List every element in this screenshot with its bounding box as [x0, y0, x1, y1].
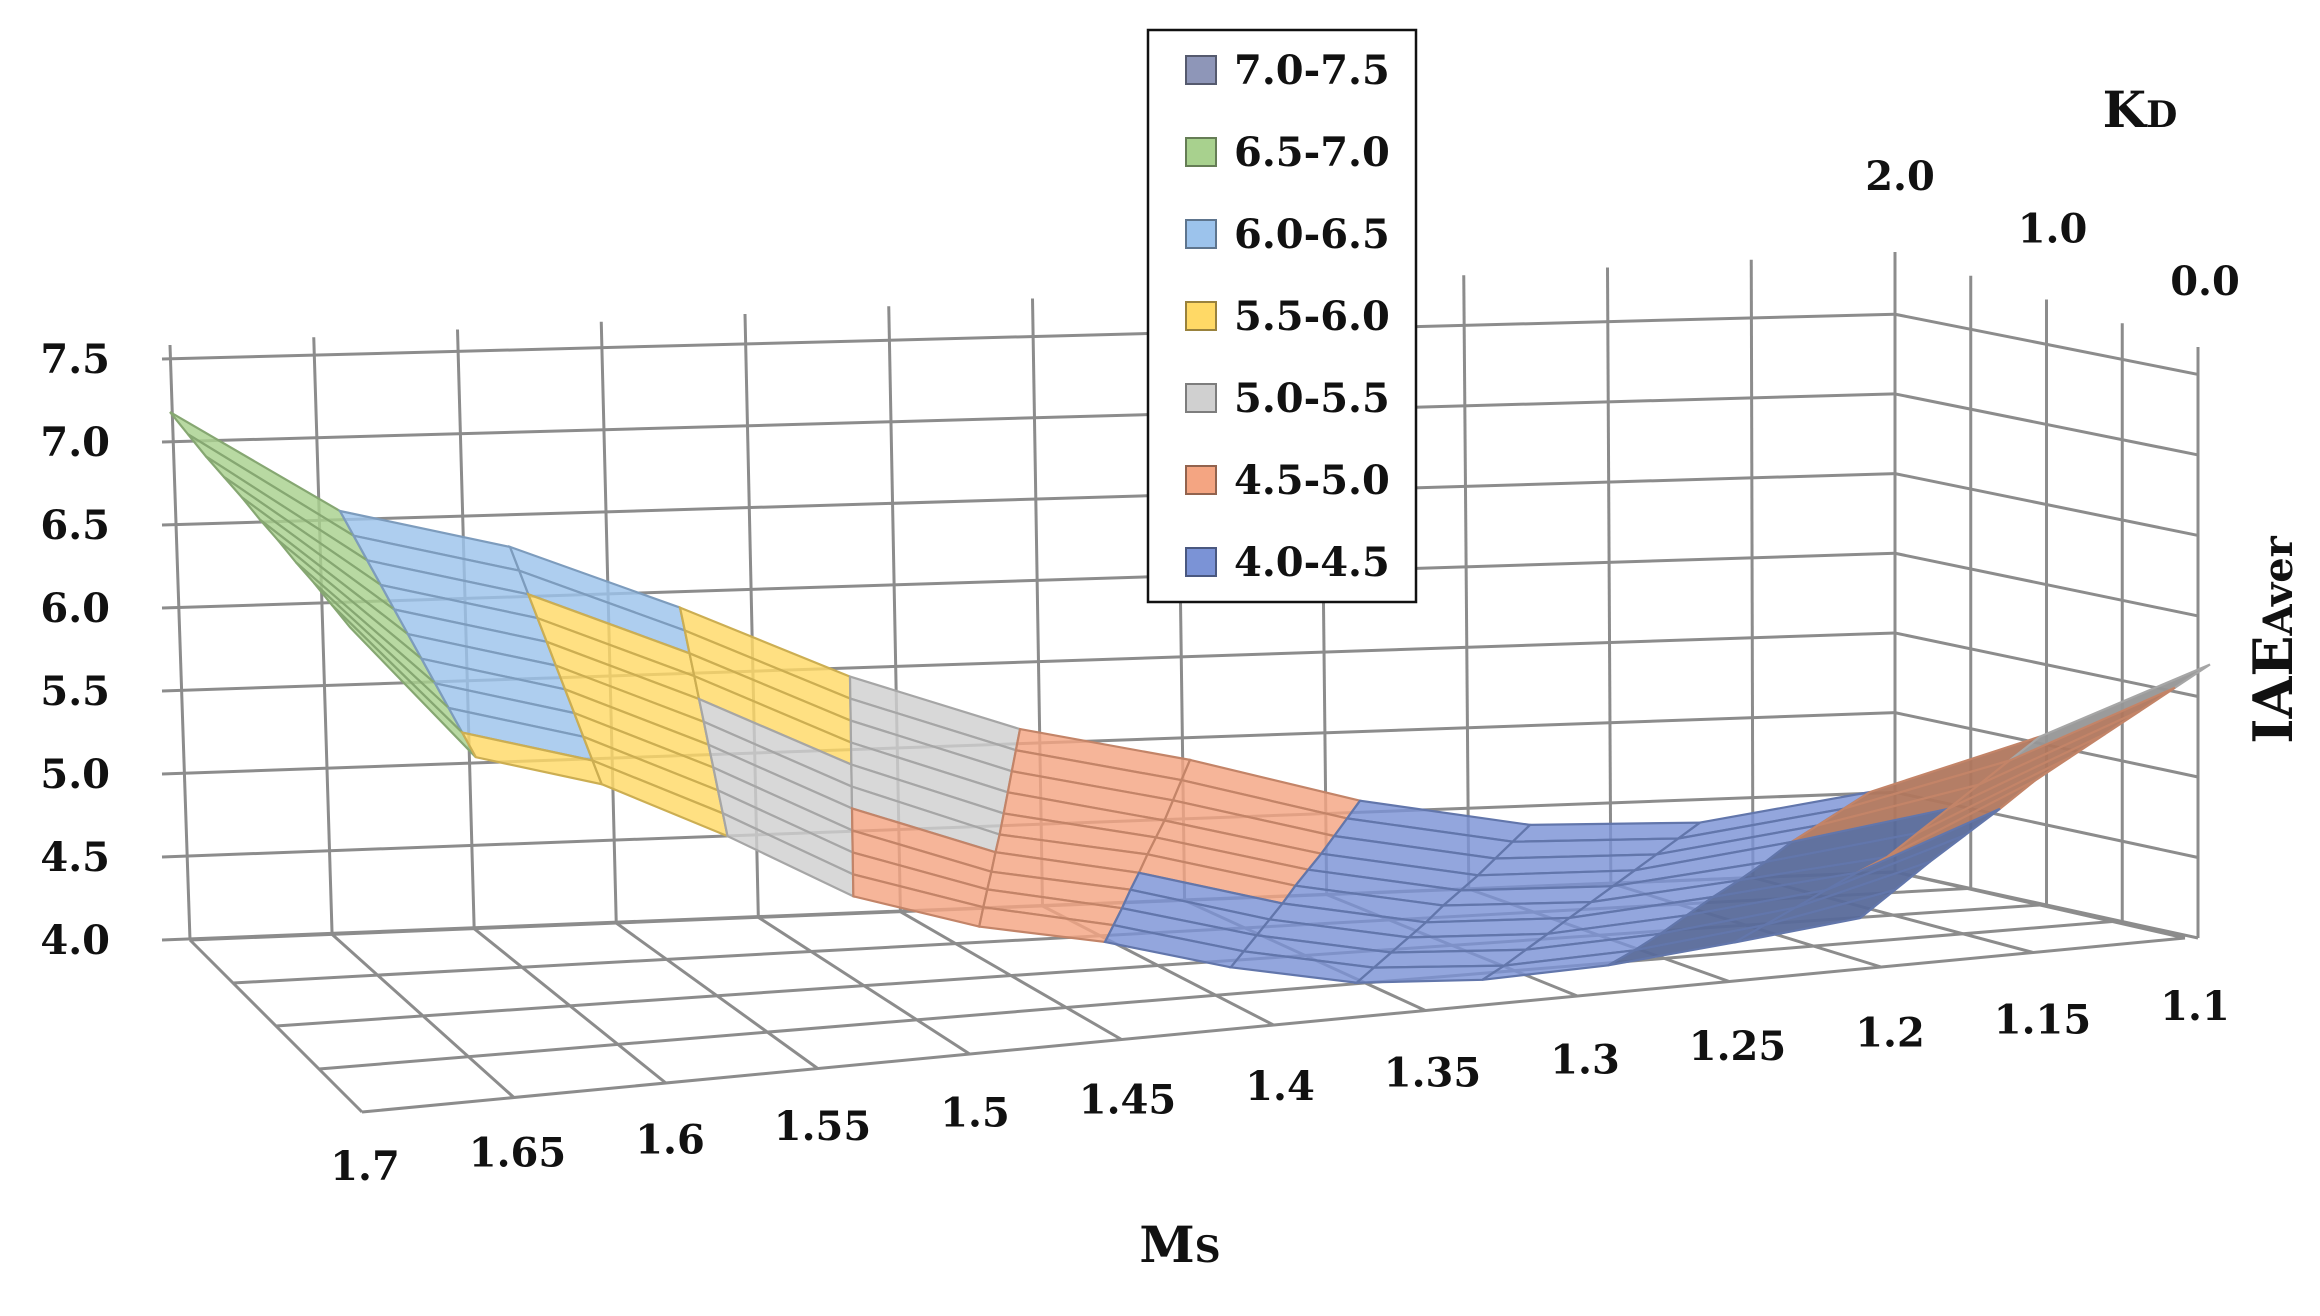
z-tick-label: 6.0	[40, 585, 110, 632]
x-tick-label: 1.45	[1079, 1076, 1176, 1123]
x-tick-label: 1.1	[2160, 983, 2230, 1030]
z-tick-label: 4.5	[40, 834, 110, 881]
legend-swatch	[1185, 301, 1217, 331]
legend-label: 5.5-6.0	[1234, 293, 1390, 340]
legend-label: 7.0-7.5	[1234, 47, 1390, 94]
x-axis-title: MS	[1139, 1215, 1220, 1274]
z-axis-title: IAEAver	[2241, 535, 2305, 743]
legend-label: 6.5-7.0	[1234, 129, 1390, 176]
z-tick-label: 4.0	[40, 917, 110, 964]
back-wall-gridline	[161, 472, 1896, 527]
x-tick-label: 1.15	[1994, 996, 2091, 1043]
surface-cell	[1733, 888, 1896, 944]
y-tick-label: 0.0	[2170, 258, 2240, 305]
back-wall-vgridline	[312, 337, 334, 935]
back-wall-gridline	[161, 312, 1896, 361]
z-tick-label: 7.5	[40, 336, 110, 383]
floor-gridline-y	[361, 936, 2186, 1114]
surface-plot	[169, 411, 2211, 984]
back-wall-vgridline	[1606, 267, 1613, 884]
x-axis-title-main: M	[1139, 1215, 1194, 1274]
x-tick-label: 1.2	[1855, 1010, 1925, 1057]
z-tick-label: 7.0	[40, 419, 110, 466]
z-axis-ticks: 4.0 4.5 5.0 5.5 6.0 6.5 7.0 7.5	[40, 336, 110, 964]
back-wall-vgridline	[1462, 275, 1471, 890]
x-tick-label: 1.7	[330, 1143, 400, 1190]
z-axis-title-sub: Aver	[2255, 535, 2302, 636]
surface-cell	[1353, 964, 1509, 984]
z-tick-label: 6.5	[40, 502, 110, 549]
z-axis-title-main: IAE	[2241, 635, 2305, 743]
x-tick-label: 1.65	[469, 1130, 566, 1177]
x-tick-label: 1.6	[635, 1116, 705, 1163]
y-axis-title: KD	[2103, 80, 2178, 139]
legend: 7.0-7.5 6.5-7.0 6.0-6.5 5.5-6.0 5.0-5.5 4.5-5…	[1146, 28, 1418, 604]
x-tick-label: 1.35	[1384, 1050, 1481, 1097]
z-tick-label: 5.0	[40, 751, 110, 798]
y-axis-title-sub: D	[2146, 94, 2177, 136]
x-tick-label: 1.5	[940, 1090, 1010, 1137]
y-axis-title-main: K	[2103, 80, 2148, 139]
legend-swatch	[1185, 137, 1217, 167]
legend-label: 6.0-6.5	[1234, 211, 1390, 258]
legend-label: 4.0-4.5	[1234, 539, 1390, 586]
x-tick-label: 1.25	[1689, 1023, 1786, 1070]
x-tick-label: 1.3	[1550, 1036, 1620, 1083]
legend-swatch	[1185, 219, 1217, 249]
x-tick-label: 1.4	[1245, 1063, 1315, 1110]
legend-swatch	[1185, 383, 1217, 413]
back-wall-vgridline	[1749, 259, 1755, 878]
y-tick-label: 1.0	[2018, 206, 2088, 253]
x-axis-title-sub: S	[1195, 1229, 1221, 1271]
legend-swatch	[1185, 465, 1217, 495]
back-wall-vgridline	[168, 344, 192, 941]
y-tick-label: 2.0	[1865, 153, 1935, 200]
floor-gridline-y	[318, 920, 2113, 1071]
x-tick-label: 1.55	[774, 1103, 871, 1150]
y-axis-ticks: 2.0 1.0 0.0	[1865, 153, 2240, 305]
back-walls	[161, 252, 2200, 942]
x-axis-ticks: 1.7 1.65 1.6 1.55 1.5 1.45 1.4 1.35 1.3 1.25 1.2 1.…	[330, 983, 2230, 1190]
legend-swatch	[1185, 547, 1217, 577]
z-tick-label: 5.5	[40, 668, 110, 715]
back-wall-gridline	[161, 392, 1896, 444]
legend-label: 4.5-5.0	[1234, 457, 1390, 504]
legend-swatch	[1185, 55, 1217, 85]
legend-label: 5.0-5.5	[1234, 375, 1390, 422]
